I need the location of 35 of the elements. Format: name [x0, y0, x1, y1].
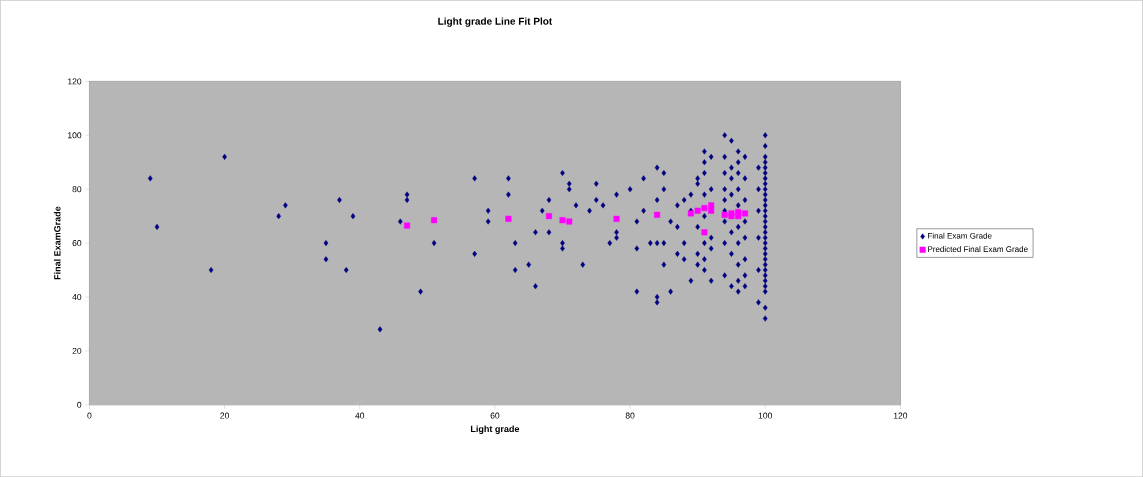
point: [505, 215, 512, 222]
chart-title: Light grade Line Fit Plot: [438, 17, 553, 27]
point: [559, 217, 566, 224]
y-tick-label: 0: [77, 401, 82, 408]
point: [566, 218, 573, 225]
point: [545, 213, 552, 220]
point: [694, 207, 701, 214]
legend-label: Final Exam Grade: [928, 232, 992, 239]
point: [708, 207, 715, 214]
y-tick-label: 60: [72, 240, 82, 247]
y-tick-label: 100: [68, 132, 82, 139]
point: [613, 215, 620, 222]
y-tick-label: 40: [72, 293, 82, 300]
x-tick-label: 0: [87, 412, 92, 419]
point: [431, 217, 438, 224]
y-tick-label: 80: [72, 186, 82, 193]
y-tick-label: 20: [72, 347, 82, 354]
point: [701, 229, 708, 236]
x-tick-label: 120: [893, 412, 908, 419]
x-tick-label: 60: [490, 412, 500, 419]
point: [701, 204, 708, 211]
x-tick-label: 80: [625, 412, 635, 419]
point: [654, 211, 661, 218]
point: [735, 213, 742, 220]
y-axis-title: Final ExamGrade: [53, 206, 61, 280]
point: [404, 222, 411, 229]
legend-label: Predicted Final Exam Grade: [928, 246, 1028, 252]
y-tick-label: 120: [68, 78, 82, 85]
x-tick-label: 40: [355, 412, 365, 419]
point: [721, 211, 728, 218]
x-tick-label: 20: [220, 412, 229, 419]
point: [741, 210, 748, 217]
x-tick-label: 100: [758, 412, 772, 419]
point: [708, 202, 715, 209]
x-axis-title: Light grade: [470, 425, 520, 434]
